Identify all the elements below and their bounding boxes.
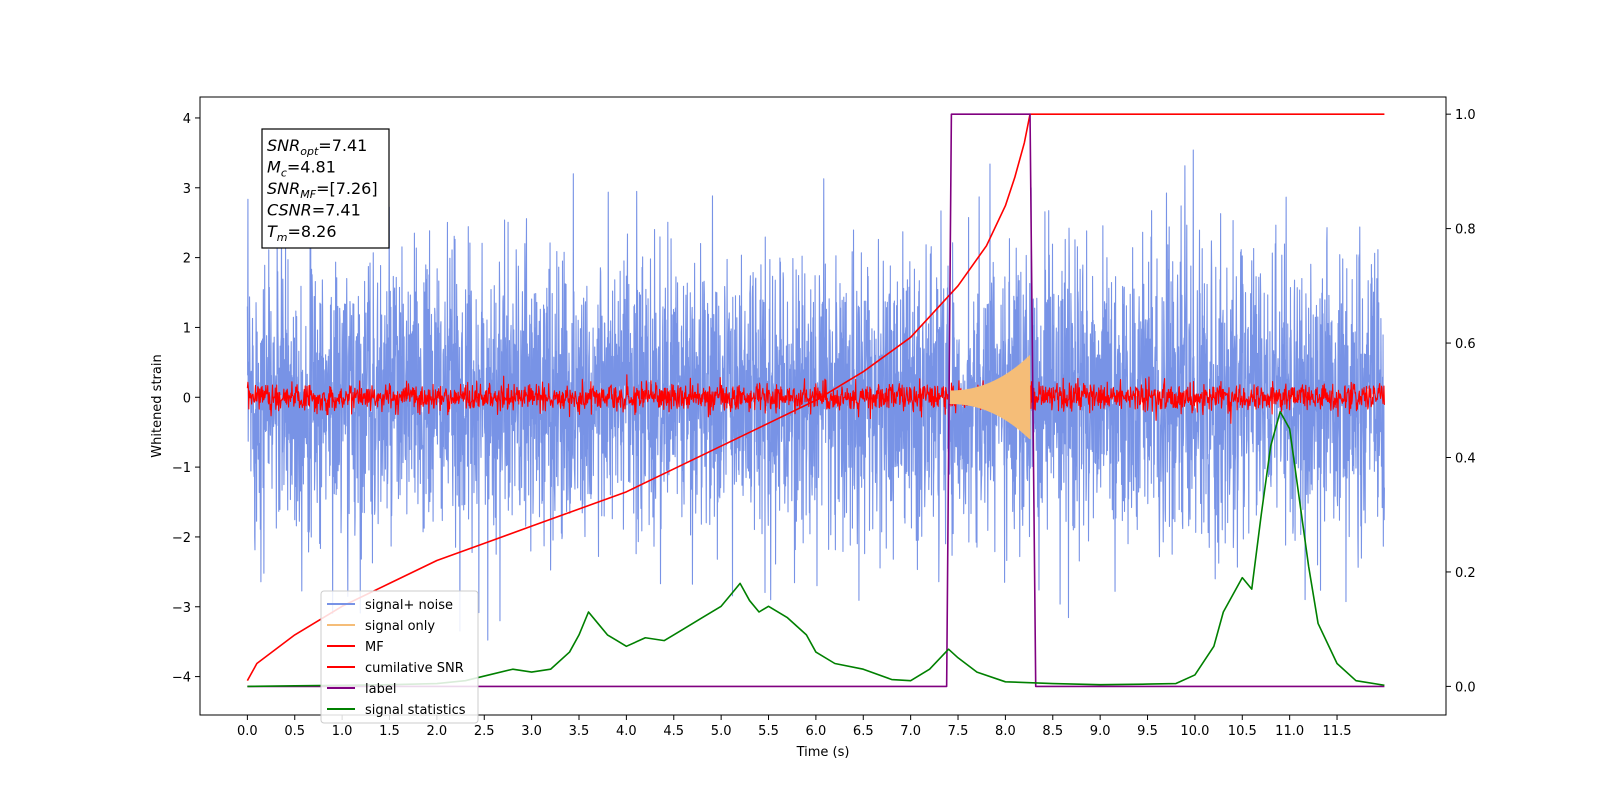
x-tick-label: 4.0 [616,724,637,739]
x-tick-label: 9.5 [1137,724,1158,739]
x-tick-label: 1.5 [379,724,400,739]
x-tick-label: 5.0 [711,724,732,739]
annotation-value: =4.81 [287,158,336,177]
annotation-line-tm: Tm=8.26 [267,222,337,244]
series-signal-only-line [948,355,1031,440]
x-tick-label: 7.5 [948,724,969,739]
y-tick-label: 3 [183,182,191,197]
x-tick-label: 0.0 [237,724,258,739]
y-axis-label: Whitened strain [150,354,165,457]
x-tick-label: 1.0 [332,724,353,739]
legend-entry: MF [365,640,384,655]
series-signal-statistics-line [247,410,1385,688]
x-tick-label: 6.5 [853,724,874,739]
annotation-symbol: T [267,222,278,241]
x-tick-label: 7.0 [900,724,921,739]
annotation-subscript: MF [300,188,316,201]
y2-tick-label: 0.0 [1455,680,1476,695]
y2-tick-label: 0.6 [1455,337,1476,352]
x-tick-label: 10.0 [1180,724,1209,739]
x-tick-label: 11.0 [1275,724,1304,739]
axes-layer: 0.0 0.5 1.0 1.5 2.0 2.5 3.0 3.5 4.0 4.5 5.0 5.5 6.0 6… [172,108,1476,739]
y2-tick-label: 1.0 [1455,108,1476,123]
legend-entry: signal statistics [365,703,466,718]
y-tick-label: 1 [183,321,191,336]
x-tick-label: 4.5 [663,724,684,739]
annotation-value: =[7.26] [316,179,378,198]
annotation-symbol: M [267,158,281,177]
annotation-value: =8.26 [288,222,337,241]
x-tick-label: 9.0 [1090,724,1111,739]
y-tick-label: −2 [172,531,191,546]
annotation-symbol: SNR [267,136,300,155]
series-label-line [247,113,1385,688]
y-tick-label: 0 [183,391,191,406]
x-tick-label: 11.5 [1323,724,1352,739]
annotation-subscript: m [277,231,288,244]
y-tick-label: −4 [172,671,191,686]
y2-tick-label: 0.4 [1455,452,1476,467]
annotation-subscript: opt [300,145,319,158]
annotation-value: =7.41 [318,136,367,155]
x-tick-label: 2.5 [474,724,495,739]
annotation-symbol: SNR [267,179,300,198]
legend-entry: cumilative SNR [365,661,464,676]
x-tick-label: 3.0 [521,724,542,739]
annotation-line-snr-opt: SNRopt=7.41 [267,136,367,158]
legend-entry: signal only [365,619,435,634]
y-tick-label: −3 [172,601,191,616]
annotation-subscript: c [281,167,287,180]
x-tick-label: 3.5 [569,724,590,739]
x-tick-label: 8.0 [995,724,1016,739]
y2-tick-label: 0.8 [1455,223,1476,238]
x-tick-label: 2.0 [427,724,448,739]
x-tick-label: 5.5 [758,724,779,739]
stats-annotation-box: SNRopt=7.41Mc=4.81SNRMF=[7.26]CSNR=7.41T… [261,128,390,249]
legend-entry: label [365,682,396,697]
y-tick-label: 2 [183,252,191,267]
annotation-symbol: CSNR [267,201,312,220]
y-tick-label: −1 [172,461,191,476]
legend-frame [320,590,479,724]
series-cumilative-snr-line [246,113,1385,682]
legend-entry: signal+ noise [365,598,453,613]
plot-frame [199,96,1447,716]
annotation-line-mc: Mc=4.81 [267,158,336,180]
y-tick-label: 4 [183,112,191,127]
x-tick-label: 6.0 [806,724,827,739]
y2-tick-label: 0.2 [1455,566,1476,581]
x-tick-label: 0.5 [284,724,305,739]
x-axis-label: Time (s) [796,745,850,760]
legend: signal+ noise signal only MF cumilative SNR… [320,590,479,724]
x-tick-label: 10.5 [1228,724,1257,739]
annotation-frame [261,128,390,249]
annotation-line-snr-mf: SNRMF=[7.26] [267,179,378,201]
annotation-value: =7.41 [312,201,361,220]
x-tick-label: 8.5 [1042,724,1063,739]
series-mf-line [246,374,1385,424]
plot-data-layer [246,113,1385,688]
annotation-line-csnr: CSNR=7.41 [267,201,361,220]
